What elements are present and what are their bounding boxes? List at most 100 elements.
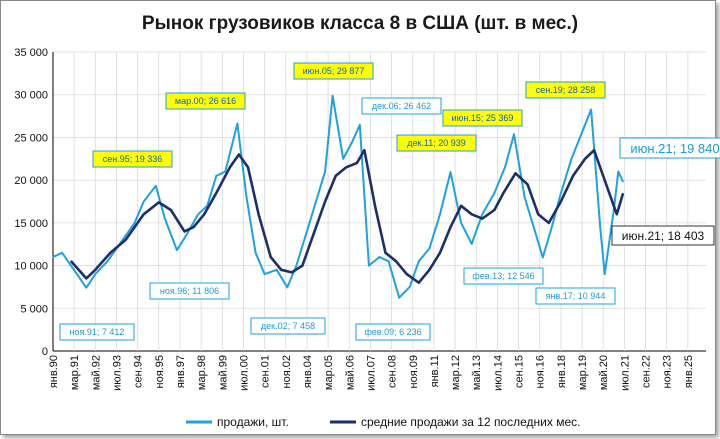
x-tick-label: мар.05 (323, 355, 335, 390)
sales-data-point (61, 251, 63, 254)
average-data-point (460, 204, 463, 207)
annotation-callout: янв.17; 10 944 (535, 287, 616, 305)
average-data-point (493, 209, 496, 211)
average-data-point (257, 213, 260, 216)
annotation-callout: сен.95; 19 336 (92, 150, 173, 168)
x-tick-label: май.06 (344, 355, 356, 390)
annotation-label: июн.15; 25 369 (452, 113, 514, 123)
y-tick-label: 35 000 (14, 47, 48, 59)
average-data-point (324, 200, 326, 203)
x-tick-label: мар.19 (577, 355, 589, 390)
x-tick-label: сен.22 (641, 355, 653, 388)
annotation-callout: июн.21; 18 403 (611, 225, 715, 246)
sales-data-point (590, 108, 593, 111)
average-data-point (559, 200, 562, 203)
x-tick-label: сен.01 (260, 355, 272, 388)
annotation-box (165, 92, 246, 110)
x-tick-label: сен.15 (514, 355, 526, 388)
average-data-point (94, 268, 97, 271)
average-data-point (395, 260, 398, 263)
x-axis: янв.90 мар.91 май.92 июл.93 сен.94 ноя.95 янв.… (48, 355, 695, 391)
sales-data-point (428, 247, 431, 250)
annotation-box (535, 287, 616, 305)
average-data-point (470, 213, 473, 216)
sales-data-point (263, 273, 266, 276)
average-data-point (142, 213, 145, 216)
annotation-callout: мар.00; 26 616 (165, 92, 246, 110)
average-data-point (593, 149, 596, 152)
sales-data-point (133, 221, 136, 224)
annotation-box (611, 225, 715, 246)
sales-data-point (617, 170, 620, 173)
legend: продажи, шт. средние продажи за 12 после… (186, 415, 580, 429)
annotation-layer: ноя.91; 7 412 сен.95; 19 336 ноя.96; 11 80… (59, 62, 720, 341)
sales-data-point (387, 260, 390, 263)
sales-data-point (460, 221, 463, 224)
annotation-box (355, 323, 431, 341)
annotation-callout: сен.19; 28 258 (525, 81, 606, 99)
x-tick-label: янв.11 (429, 355, 441, 387)
annotation-callout: фев.09; 6 236 (355, 323, 431, 341)
annotation-label: сен.95; 19 336 (103, 154, 163, 164)
annotation-callout: фев.13; 12 546 (463, 267, 544, 285)
average-data-point (572, 174, 574, 177)
sales-data-point (324, 170, 326, 173)
annotation-box (92, 150, 173, 168)
x-tick-label: мар.91 (69, 355, 81, 390)
sales-data-point (331, 94, 334, 97)
average-data-point (345, 166, 348, 169)
x-tick-label: мар.98 (196, 355, 208, 390)
y-tick-label: 20 000 (14, 175, 48, 187)
average-data-point (109, 251, 112, 254)
sales-data-point (236, 122, 239, 125)
average-data-point (280, 268, 283, 271)
annotation-box (59, 323, 135, 341)
sales-data-point (621, 180, 624, 183)
sales-data-point (603, 273, 606, 276)
average-data-point (170, 209, 172, 211)
x-tick-label: май.92 (90, 355, 102, 390)
average-data-point (301, 264, 304, 267)
average-data-point (192, 226, 195, 229)
sales-data-point (550, 226, 553, 229)
sales-data-point (94, 273, 97, 276)
y-axis: 0 5 000 10 000 15 000 20 000 25 000 30 000 35 0… (14, 47, 48, 358)
annotation-label: ноя.91; 7 412 (70, 327, 125, 337)
sales-data-point (439, 213, 441, 216)
annotation-label: июн.21; 18 403 (622, 229, 705, 243)
annotation-callout: июн.15; 25 369 (442, 109, 523, 127)
annotation-label: дек.11; 20 939 (407, 138, 466, 148)
average-data-point (70, 260, 73, 263)
sales-data-point (570, 157, 573, 160)
average-data-point (228, 166, 231, 169)
annotation-box (250, 317, 326, 335)
annotation-box (396, 134, 477, 152)
sales-data-point (52, 256, 54, 258)
x-tick-label: ноя.16 (535, 355, 547, 388)
sales-data-point (493, 192, 496, 194)
sales-data-point (398, 296, 401, 299)
annotation-box (149, 282, 230, 300)
annotation-callout: ноя.91; 7 412 (59, 323, 135, 341)
sales-data-point (408, 286, 411, 288)
annotation-label: мар.00; 26 616 (175, 96, 236, 106)
x-tick-label: янв.25 (683, 355, 695, 388)
annotation-box (463, 267, 544, 285)
sales-data-point (541, 256, 544, 259)
average-data-point (290, 271, 293, 274)
annotation-label: янв.17; 10 944 (546, 291, 606, 301)
x-tick-label: май.13 (471, 355, 483, 390)
sales-data-point (185, 234, 187, 237)
average-data-point (621, 192, 624, 195)
average-data-point (247, 166, 249, 169)
average-data-point (526, 183, 529, 186)
average-data-point (428, 268, 431, 271)
sales-data-point (106, 260, 109, 263)
grid (52, 51, 706, 352)
y-tick-label: 25 000 (14, 132, 48, 144)
sales-data-point (306, 230, 308, 233)
average-data-point (203, 213, 206, 216)
series-layer (52, 94, 625, 299)
x-tick-label: янв.04 (302, 355, 314, 388)
